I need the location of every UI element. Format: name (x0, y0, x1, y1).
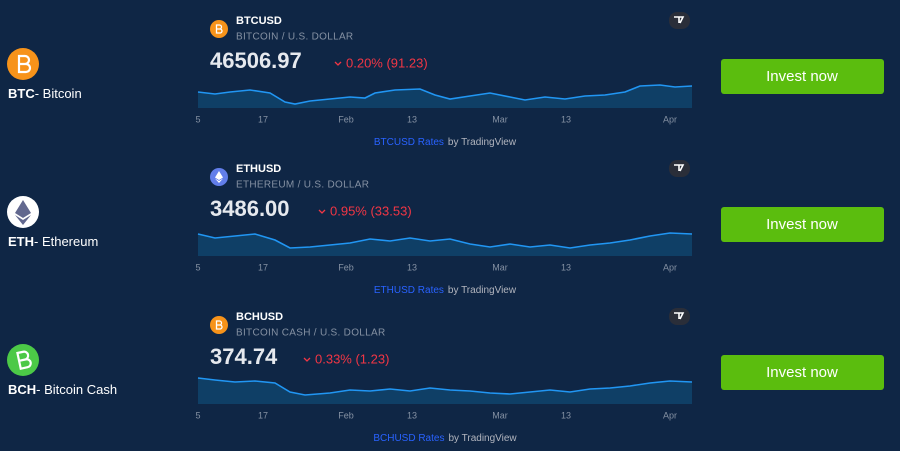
eth-glyph (15, 200, 31, 225)
spark-area (198, 85, 692, 108)
spark-line (197, 377, 693, 396)
text: by TradingView (448, 137, 517, 148)
invest-button[interactable] (721, 355, 884, 390)
axis-label: Mar (492, 410, 508, 420)
button-label[interactable]: Invest now (766, 216, 838, 233)
invest-button[interactable] (721, 207, 884, 242)
spark-line (197, 84, 693, 105)
row: BTC- Bitcoin BTCUSD BITCOIN / U.S. DOLLA… (7, 12, 884, 148)
tv-glyph (674, 312, 685, 320)
axis-label: 17 (258, 114, 268, 124)
axis-label: 13 (407, 114, 417, 124)
axis-label: 13 (561, 114, 571, 124)
axis-label: 5 (195, 410, 200, 420)
invest-button[interactable] (721, 59, 884, 94)
axis-label: Mar (492, 114, 508, 124)
text: - Bitcoin (35, 86, 82, 101)
credit: BCHUSD Rates by TradingView (373, 433, 517, 444)
axis-label: 13 (407, 410, 417, 420)
spark-area (198, 378, 692, 404)
row: ETH- Ethereum ETHUSD ETHEREUM / U.S. DOL… (7, 160, 884, 296)
mini-glyph (215, 24, 223, 34)
change: 0.33% (1.23) (315, 351, 389, 366)
credit-link[interactable]: ETHUSD Rates (374, 285, 444, 296)
axis-label: Apr (663, 410, 677, 420)
ticker: BTCUSD (236, 15, 282, 27)
axis-label: Feb (338, 262, 354, 272)
credit-link[interactable]: BCHUSD Rates (373, 433, 444, 444)
credit: BTCUSD Rates by TradingView (374, 137, 517, 148)
text: ETH (8, 234, 34, 249)
axis-label: 5 (195, 114, 200, 124)
button-label[interactable]: Invest now (766, 364, 838, 381)
axis-label: Apr (663, 262, 677, 272)
ticker: BCHUSD (236, 311, 283, 323)
axis-label: 17 (258, 410, 268, 420)
change: 0.20% (91.23) (346, 55, 428, 70)
text: - Bitcoin Cash (36, 382, 117, 397)
tv-glyph (674, 164, 685, 172)
axis-label: 13 (561, 262, 571, 272)
credit-link[interactable]: BTCUSD Rates (374, 137, 444, 148)
down-arrow (303, 357, 311, 362)
pair: BITCOIN / U.S. DOLLAR (236, 32, 353, 43)
mini-glyph (215, 320, 223, 330)
axis-label: Feb (338, 114, 354, 124)
text: - Ethereum (34, 234, 98, 249)
credit: ETHUSD Rates by TradingView (374, 285, 517, 296)
pair: BITCOIN CASH / U.S. DOLLAR (236, 328, 386, 339)
axis-label: Apr (663, 114, 677, 124)
axis-label: Feb (338, 410, 354, 420)
name-label: BCH- Bitcoin Cash (8, 382, 117, 397)
spark-area (198, 233, 692, 256)
ticker: ETHUSD (236, 163, 281, 175)
change: 0.95% (33.53) (330, 203, 412, 218)
spark-line (197, 232, 693, 249)
tv-glyph (674, 16, 685, 24)
down-arrow (334, 61, 342, 66)
name-label: ETH- Ethereum (8, 234, 98, 249)
button-label[interactable]: Invest now (766, 68, 838, 85)
down-arrow (318, 209, 326, 214)
btc-glyph (17, 54, 32, 74)
bch-glyph (16, 350, 32, 370)
row: BCH- Bitcoin Cash BCHUSD BITCOIN CASH / … (7, 308, 884, 444)
axis-label: 5 (195, 262, 200, 272)
axis-label: Mar (492, 262, 508, 272)
pair: ETHEREUM / U.S. DOLLAR (236, 180, 369, 191)
mini-glyph (215, 171, 223, 183)
axis-label: 13 (407, 262, 417, 272)
price: 374.74 (210, 344, 278, 369)
axis-label: 17 (258, 262, 268, 272)
text: BCH (8, 382, 36, 397)
axis-label: 13 (561, 410, 571, 420)
price: 3486.00 (210, 196, 290, 221)
price: 46506.97 (210, 48, 302, 73)
name-label: BTC- Bitcoin (8, 86, 82, 101)
text: BTC (8, 86, 35, 101)
text: by TradingView (448, 285, 517, 296)
text: by TradingView (448, 433, 517, 444)
